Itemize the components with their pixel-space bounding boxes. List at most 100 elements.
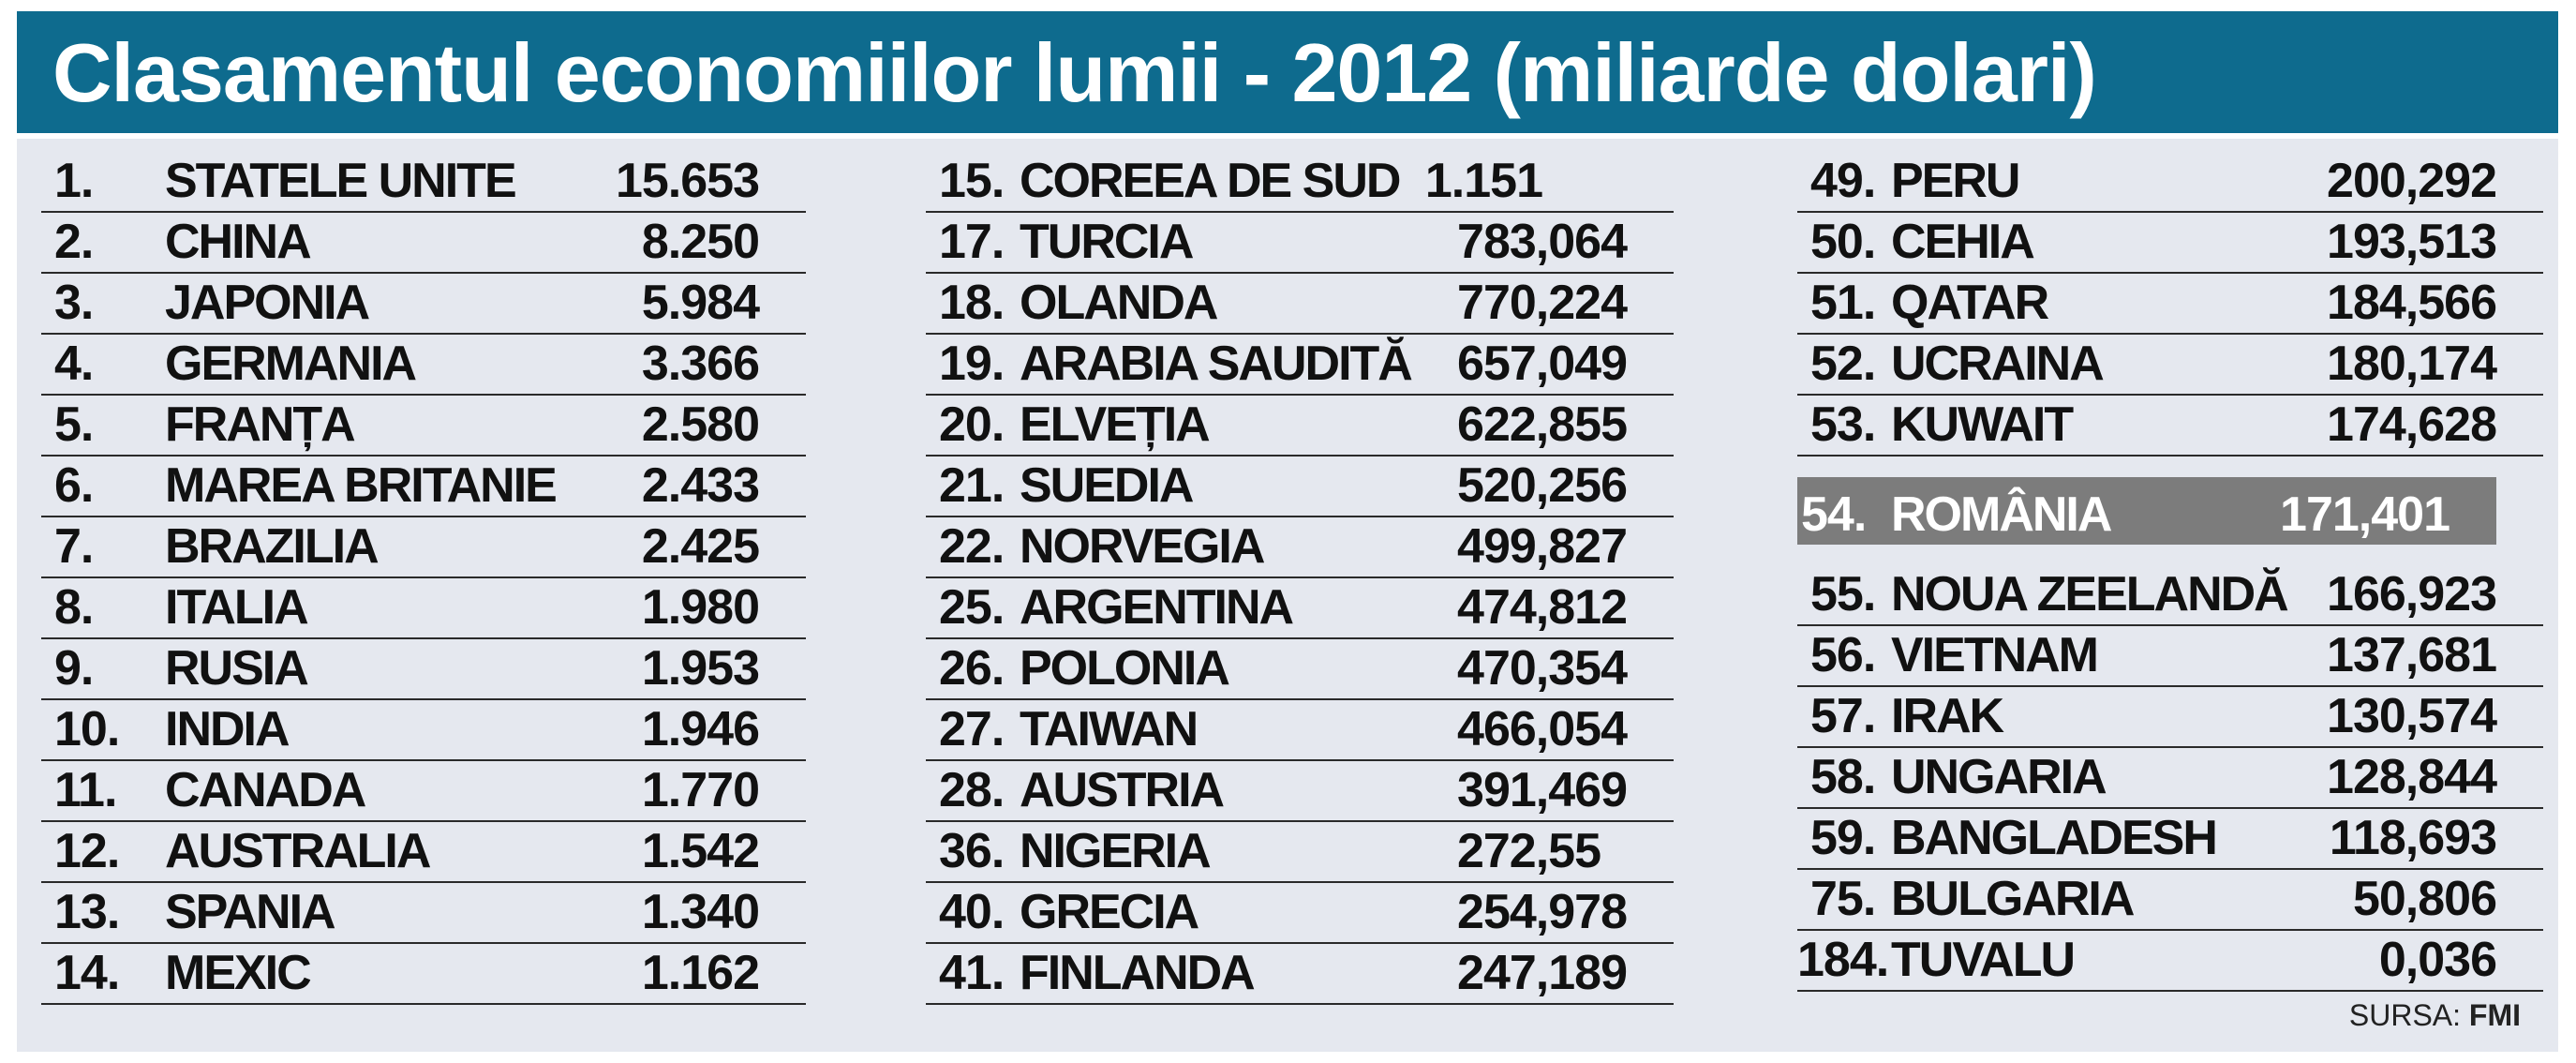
gdp-value: 1.980 [641,580,760,635]
country-name: CHINA [165,215,312,269]
table-row: 2. CHINA 8.250 [41,213,806,274]
gdp-value: 15.653 [615,154,760,208]
country-name: KUWAIT [1891,397,2074,452]
rank-number: 18. [939,276,1005,330]
gdp-value: 193,513 [2327,215,2497,269]
rank-number: 4. [54,337,94,391]
rank-number: 5. [54,397,94,452]
rank-number: 19. [939,337,1005,391]
rank-number: 20. [939,397,1005,452]
country-name: NORVEGIA [1020,519,1265,574]
gdp-value: 130,574 [2327,689,2497,743]
country-name: ARABIA SAUDITĂ [1020,337,1413,391]
rank-number: 28. [939,763,1005,817]
table-row: 41. FINLANDA 247,189 [926,944,1674,1005]
gdp-value: 2.580 [641,397,760,452]
rank-number: 7. [54,519,94,574]
rank-number: 26. [939,641,1005,696]
table-row: 6. MAREA BRITANIE 2.433 [41,457,806,517]
country-name: UNGARIA [1891,750,2107,804]
country-name: IRAK [1891,689,2004,743]
country-name: QATAR [1891,276,2049,330]
country-name: CEHIA [1891,215,2035,269]
gdp-value: 770,224 [1457,276,1628,330]
gdp-value: 174,628 [2327,397,2497,452]
rank-number: 13. [54,885,120,939]
gdp-value: 622,855 [1457,397,1628,452]
country-name: ARGENTINA [1020,580,1294,635]
table-row: 18. OLANDA 770,224 [926,274,1674,335]
gdp-value: 1.542 [641,824,760,878]
rank-number: 75. [1810,872,1876,926]
gdp-value: 272,55 [1456,824,1601,878]
country-name: MAREA BRITANIE [165,458,558,513]
table-row: 19. ARABIA SAUDITĂ 657,049 [926,335,1674,396]
table-row: 58. UNGARIA 128,844 [1797,748,2543,809]
rank-number: 52. [1810,337,1876,391]
country-name: GERMANIA [165,337,417,391]
rank-number: 51. [1810,276,1876,330]
gdp-value: 200,292 [2327,154,2497,208]
table-row: 40. GRECIA 254,978 [926,883,1674,944]
table-row: 50. CEHIA 193,513 [1797,213,2543,274]
table-row: 3. JAPONIA 5.984 [41,274,806,335]
country-name: OLANDA [1020,276,1218,330]
gdp-value: 5.984 [641,276,760,330]
gdp-value: 474,812 [1457,580,1628,635]
table-row: 9. RUSIA 1.953 [41,639,806,700]
country-name: NOUA ZEELANDĂ [1891,567,2289,621]
rank-number: 2. [54,215,94,269]
rank-number: 58. [1810,750,1876,804]
rank-number: 56. [1810,628,1876,682]
gdp-value: 1.953 [641,641,760,696]
table-row: 7. BRAZILIA 2.425 [41,517,806,578]
gdp-value: 3.366 [641,337,760,391]
table-row: 5. FRANȚA 2.580 [41,396,806,457]
gdp-value: 1.151 [1424,154,1543,208]
country-name: BULGARIA [1891,872,2135,926]
gdp-value: 118,693 [2329,811,2497,865]
gdp-value: 470,354 [1457,641,1628,696]
rank-number: 12. [54,824,120,878]
country-name: SUEDIA [1020,458,1194,513]
rank-number: 49. [1810,154,1876,208]
gdp-value: 520,256 [1457,458,1628,513]
rank-number: 57. [1810,689,1876,743]
rank-number: 40. [939,885,1005,939]
gdp-value: 466,054 [1457,702,1628,756]
rank-number: 9. [54,641,94,696]
rank-number: 59. [1810,811,1876,865]
country-name: TAIWAN [1020,702,1199,756]
table-row: 49. PERU 200,292 [1797,152,2543,213]
gdp-value: 1.770 [641,763,760,817]
gdp-value: 128,844 [2327,750,2497,804]
rank-number: 10. [54,702,120,756]
source-name: FMI [2468,998,2521,1032]
rank-number: 41. [939,946,1005,1000]
rank-number: 11. [54,763,117,817]
table-row: 27. TAIWAN 466,054 [926,700,1674,761]
country-name: FINLANDA [1020,946,1256,1000]
country-name: NIGERIA [1020,824,1212,878]
country-name: PERU [1891,154,2020,208]
gdp-value: 391,469 [1457,763,1628,817]
country-name: JAPONIA [165,276,370,330]
country-name: COREEA DE SUD [1020,154,1401,208]
country-name: UCRAINA [1891,337,2105,391]
gdp-value: 171,401 [2280,487,2450,542]
rank-number: 184. [1797,933,1889,987]
country-name: STATELE UNITE [165,154,517,208]
table-row: 14. MEXIC 1.162 [41,944,806,1005]
table-row: 10. INDIA 1.946 [41,700,806,761]
gdp-value: 50,806 [2352,872,2497,926]
table-row: 21. SUEDIA 520,256 [926,457,1674,517]
source-label: SURSA: [2348,998,2462,1032]
rank-number: 3. [54,276,94,330]
country-name: MEXIC [165,946,312,1000]
table-row: 25. ARGENTINA 474,812 [926,578,1674,639]
gdp-value: 8.250 [641,215,760,269]
title-bar: Clasamentul economiilor lumii - 2012 (mi… [17,11,2558,139]
country-name: ITALIA [165,580,309,635]
rank-number: 22. [939,519,1005,574]
rank-number: 55. [1810,567,1876,621]
